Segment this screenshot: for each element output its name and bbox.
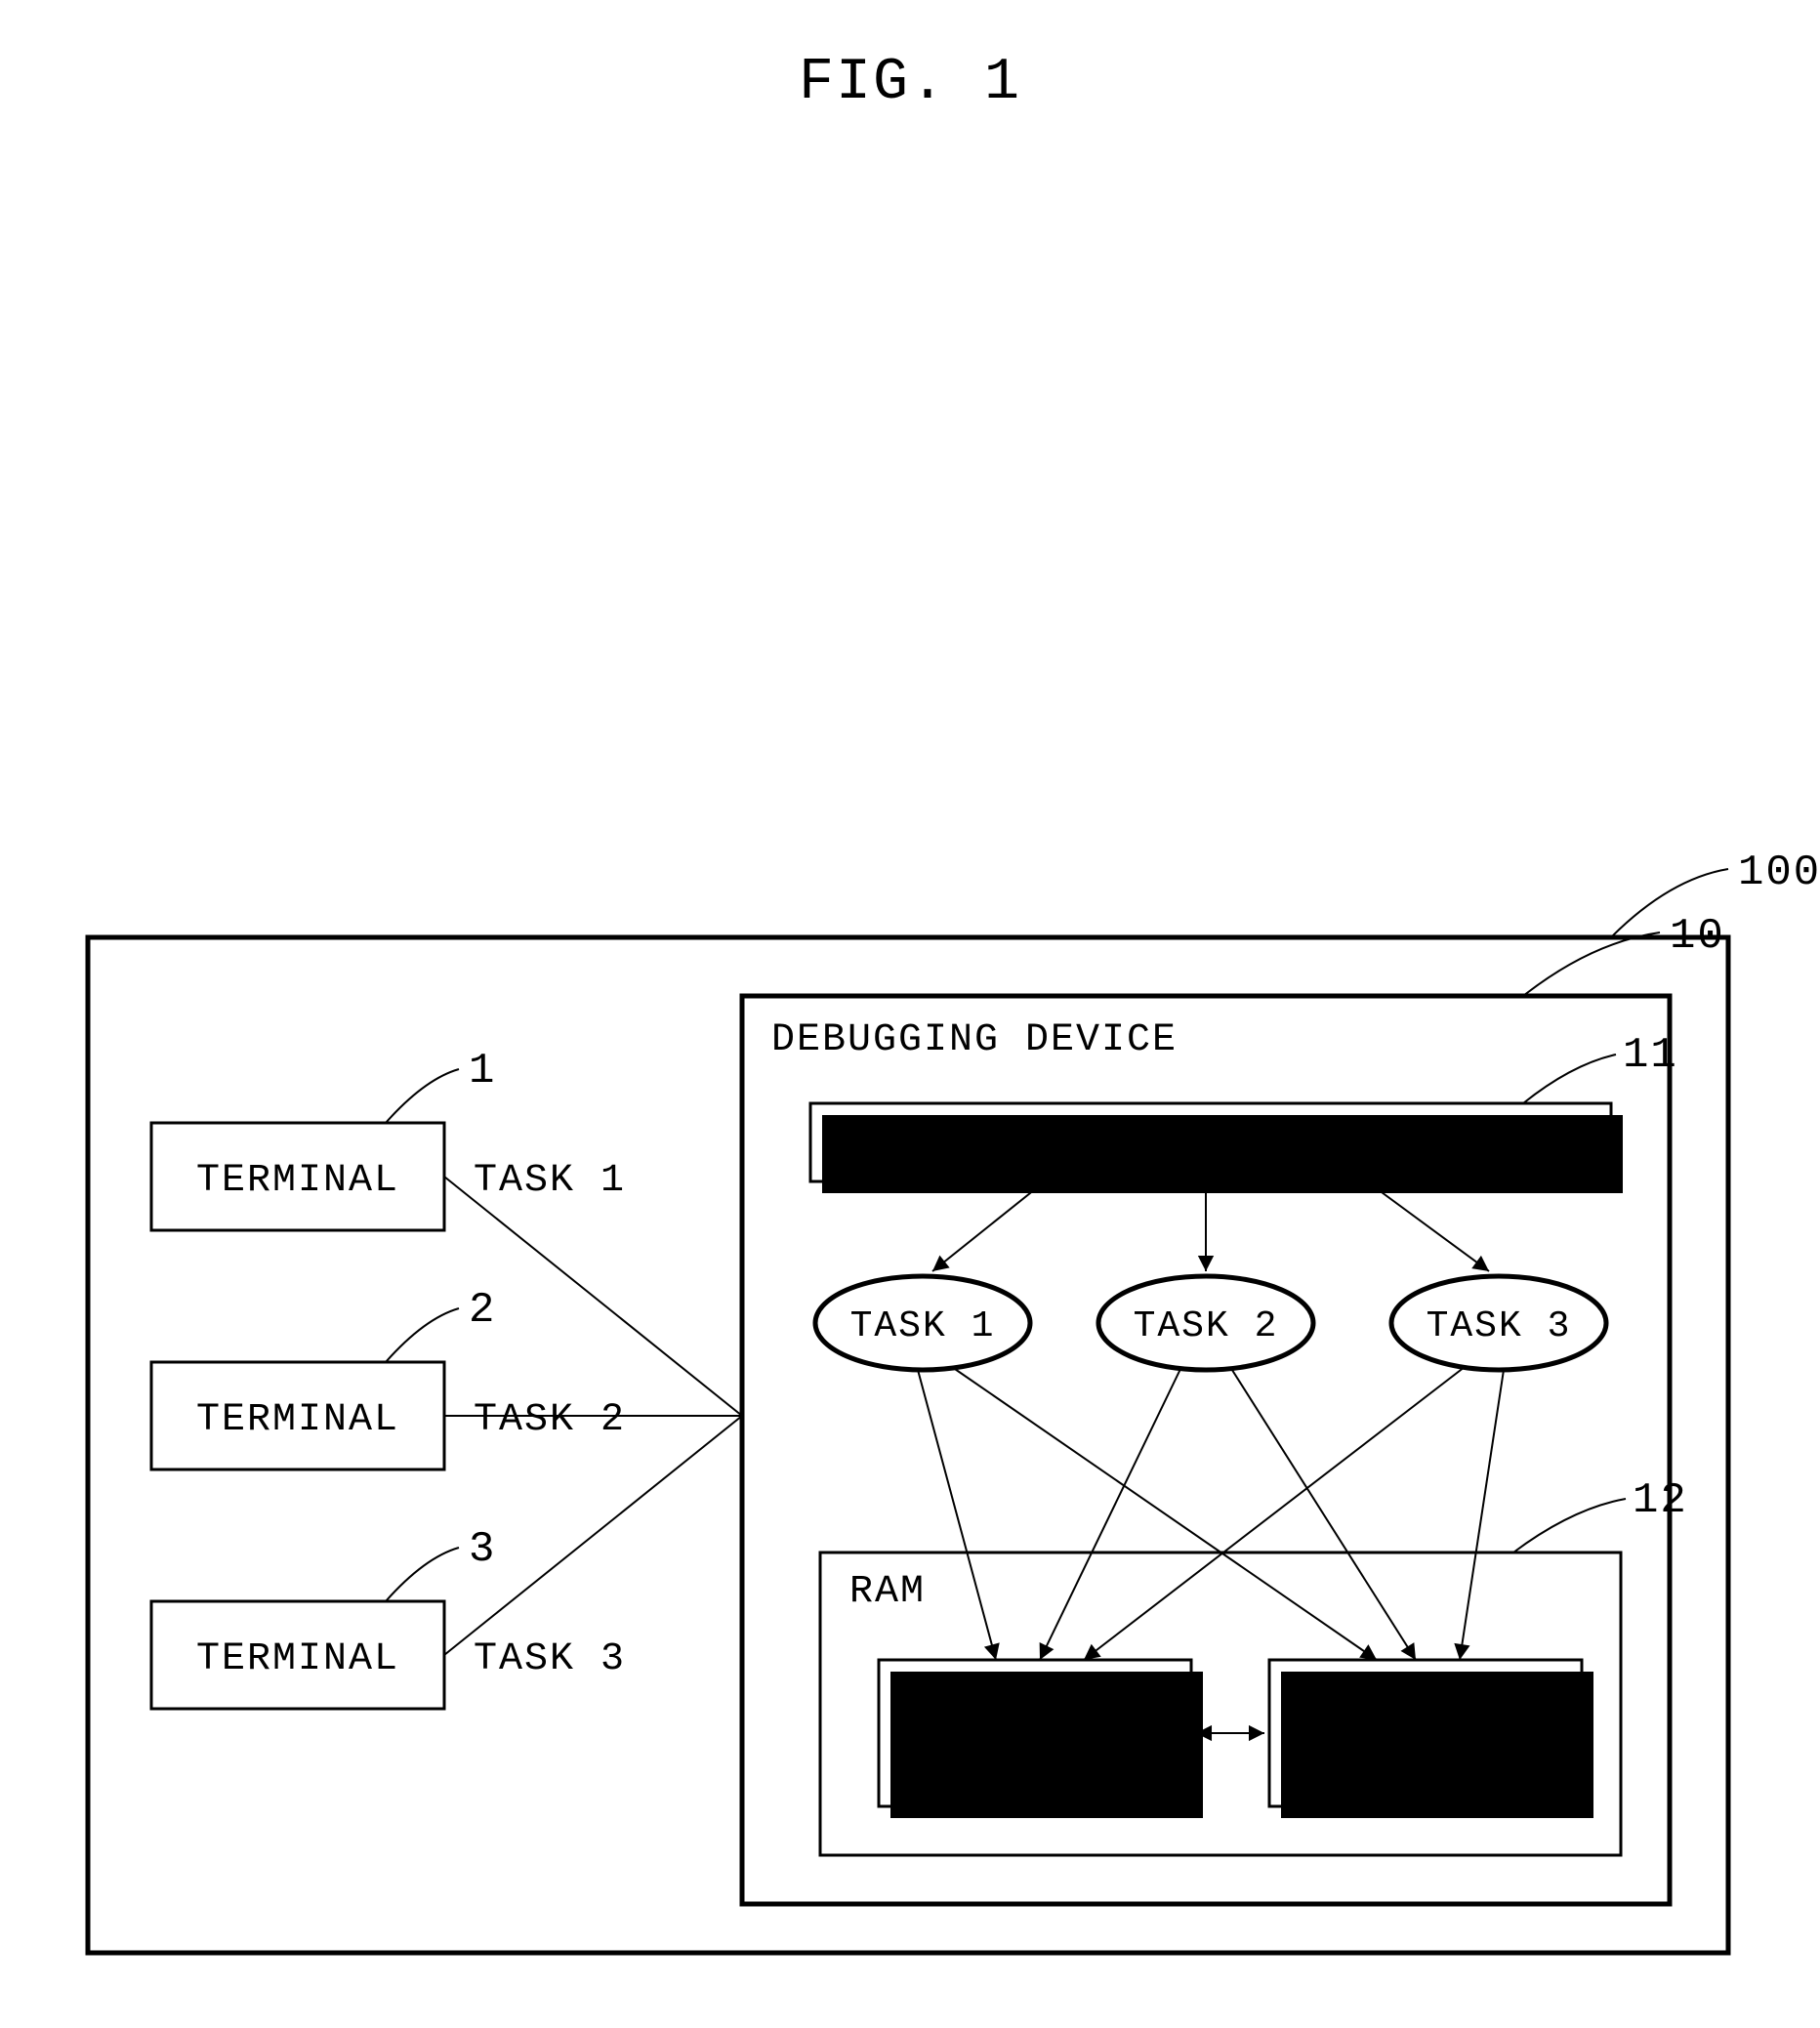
arrow-head bbox=[1084, 1644, 1101, 1660]
arrow-head bbox=[1359, 1644, 1377, 1660]
arrow-line bbox=[1367, 1181, 1489, 1271]
ref-leader-1 bbox=[386, 1069, 459, 1123]
terminal-1-label: TERMINAL bbox=[196, 1159, 399, 1203]
terminal-2-label: TERMINAL bbox=[196, 1398, 399, 1442]
arrow-head bbox=[1401, 1642, 1416, 1660]
arrow-line bbox=[932, 1181, 1045, 1271]
ref-leader-2 bbox=[386, 1308, 459, 1362]
multitask-os-label: MULTITASK OS bbox=[1058, 1125, 1363, 1169]
arrow-head bbox=[932, 1256, 950, 1271]
arrow-head bbox=[984, 1642, 1000, 1660]
ref-3: 3 bbox=[469, 1525, 496, 1574]
ref-leader-10 bbox=[1523, 932, 1660, 996]
ref-2: 2 bbox=[469, 1286, 496, 1335]
arrow-line bbox=[1230, 1367, 1416, 1660]
arrow-head bbox=[1249, 1725, 1264, 1741]
debugging-device-label: DEBUGGING DEVICE bbox=[771, 1018, 1178, 1062]
terminal-3-label: TERMINAL bbox=[196, 1637, 399, 1681]
terminal-1-task-label: TASK 1 bbox=[474, 1159, 626, 1203]
arrow-line bbox=[1460, 1370, 1504, 1660]
arrow-line bbox=[952, 1367, 1377, 1660]
terminal-2-task-label: TASK 2 bbox=[474, 1398, 626, 1442]
break-instruction-label-1: BREAK bbox=[1365, 1693, 1486, 1735]
ref-12: 12 bbox=[1633, 1476, 1688, 1525]
original-instruction-label-2: INSTRUCTION bbox=[902, 1740, 1169, 1782]
terminal-3-task-label: TASK 3 bbox=[474, 1637, 626, 1681]
ref-leader-12 bbox=[1513, 1499, 1626, 1552]
task-ellipse-3-label: TASK 3 bbox=[1427, 1305, 1572, 1347]
break-instruction-label-2: INSTRUCTION bbox=[1293, 1740, 1559, 1782]
ref-leader-11 bbox=[1523, 1055, 1616, 1103]
task-ellipse-2-label: TASK 2 bbox=[1134, 1305, 1279, 1347]
ref-10: 10 bbox=[1670, 912, 1725, 961]
arrow-line bbox=[918, 1370, 996, 1660]
ref-11: 11 bbox=[1623, 1031, 1678, 1080]
arrow-head bbox=[1198, 1256, 1214, 1271]
ref-100: 100 bbox=[1738, 848, 1820, 897]
ref-1: 1 bbox=[469, 1047, 496, 1096]
figure-title: FIG. 1 bbox=[799, 50, 1021, 116]
arrow-head bbox=[1454, 1643, 1469, 1660]
ref-leader-3 bbox=[386, 1548, 459, 1601]
arrow-line bbox=[1084, 1367, 1465, 1660]
original-instruction-label-1: ORIGINAL bbox=[938, 1693, 1132, 1735]
arrow-head bbox=[1471, 1256, 1489, 1271]
ram-label: RAM bbox=[849, 1570, 926, 1614]
arrow-line bbox=[1040, 1367, 1181, 1660]
task-ellipse-1-label: TASK 1 bbox=[850, 1305, 996, 1347]
